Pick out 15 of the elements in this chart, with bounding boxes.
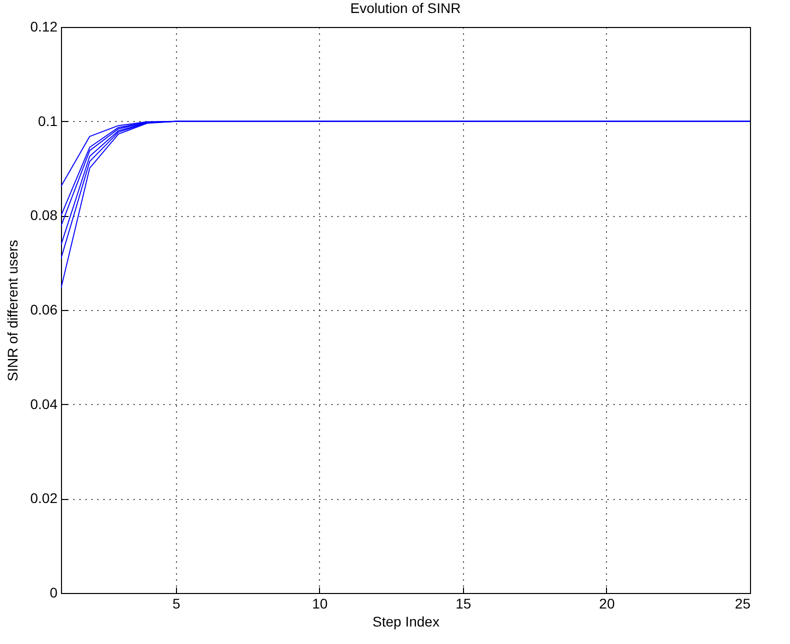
x-tick-label: 15 [456, 596, 472, 612]
y-tick-label: 0.02 [30, 490, 58, 506]
y-tick-label: 0.12 [30, 18, 58, 34]
y-tick-label: 0 [50, 584, 58, 600]
chart-title: Evolution of SINR [350, 0, 461, 16]
x-tick-label: 20 [599, 596, 615, 612]
x-tick-label: 25 [734, 596, 751, 612]
y-tick-label: 0.06 [30, 302, 58, 318]
y-tick-label: 0.04 [30, 396, 58, 412]
x-tick-label: 10 [312, 596, 328, 612]
y-tick-label: 0.08 [30, 207, 58, 224]
x-tick-label: 5 [172, 596, 180, 612]
y-tick-label: 0.1 [38, 112, 58, 129]
y-axis-title: SINR of different users [4, 240, 20, 382]
x-axis-title: Step Index [372, 614, 440, 630]
